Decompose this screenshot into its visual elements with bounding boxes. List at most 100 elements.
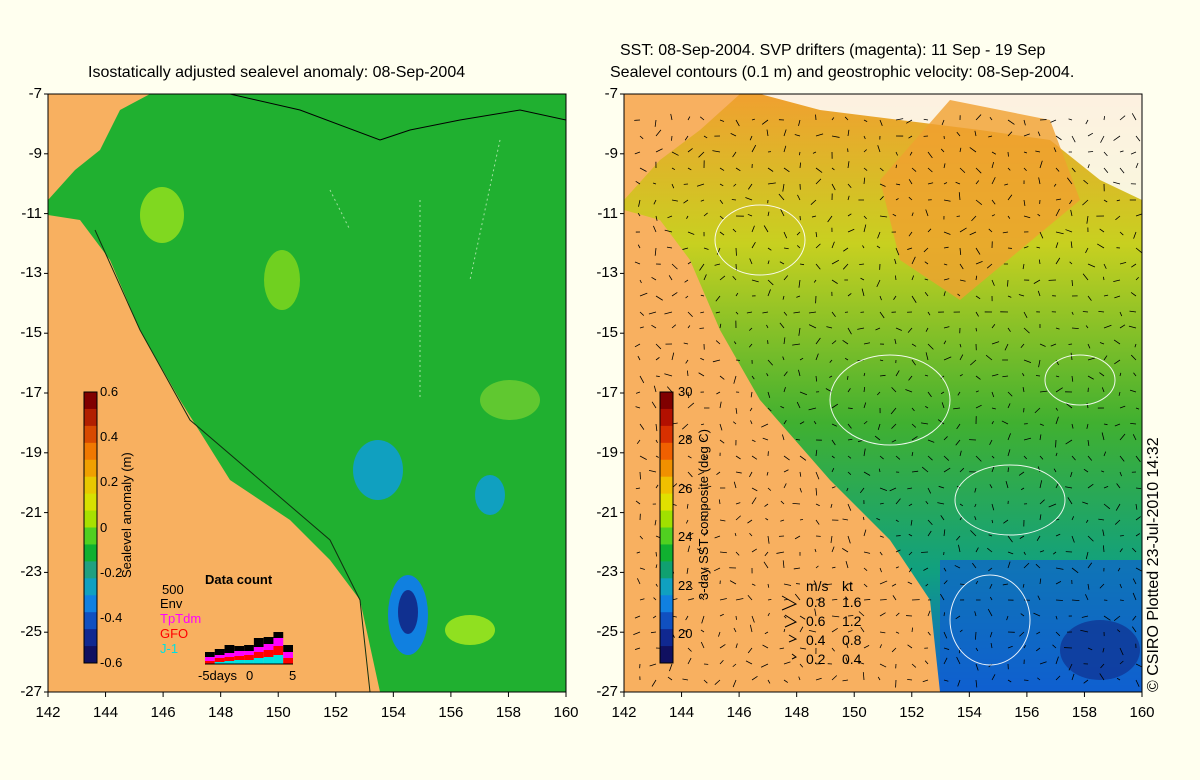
colorbar-swatch bbox=[84, 595, 97, 613]
y-tick-label: -27 bbox=[596, 683, 618, 700]
data-count-bar bbox=[224, 661, 235, 664]
y-tick-label: -27 bbox=[20, 683, 42, 700]
colorbar-swatch bbox=[660, 408, 673, 427]
y-tick-label: -11 bbox=[21, 204, 42, 222]
colorbar-swatch bbox=[84, 442, 97, 461]
y-tick-label: -19 bbox=[20, 443, 42, 461]
data-count-bar bbox=[273, 632, 284, 638]
data-count-xlabel-start: -5days bbox=[198, 668, 238, 683]
x-tick-label: 142 bbox=[611, 704, 637, 721]
colorbar-tick: 0.2 bbox=[100, 474, 119, 490]
y-tick-label: -15 bbox=[20, 324, 42, 342]
x-tick-label: 148 bbox=[208, 704, 234, 721]
x-tick-label: 152 bbox=[899, 704, 925, 721]
velocity-legend-kt-header: kt bbox=[842, 578, 853, 594]
velocity-legend-ms: 0.4 bbox=[806, 632, 826, 648]
velocity-legend-ms: 0.8 bbox=[806, 594, 826, 610]
data-count-source-env: Env bbox=[160, 596, 183, 611]
colorbar-swatch bbox=[84, 459, 97, 478]
sealevel-contours bbox=[714, 204, 1116, 666]
data-count-bar bbox=[263, 657, 274, 664]
y-tick-label: -7 bbox=[28, 85, 42, 102]
y-tick-label: -21 bbox=[596, 503, 618, 521]
data-count-bar bbox=[253, 647, 264, 652]
data-count-chart bbox=[205, 632, 293, 665]
data-count-xlabel-end: 5 bbox=[289, 668, 297, 683]
left-colorbar-label: Sealevel anomaly (m) bbox=[119, 452, 134, 578]
y-tick-label: -13 bbox=[596, 264, 618, 282]
colorbar-tick: -0.2 bbox=[100, 564, 123, 580]
data-count-bar bbox=[283, 645, 293, 652]
colorbar-swatch bbox=[660, 646, 673, 664]
coastline-north bbox=[229, 94, 566, 141]
data-count-scale: 500 bbox=[162, 582, 184, 597]
data-count-bar bbox=[244, 655, 254, 660]
data-count-source-j1: J-1 bbox=[160, 641, 179, 656]
colorbar-swatch bbox=[660, 459, 673, 478]
colorbar-swatch bbox=[84, 392, 97, 410]
x-tick-label: 152 bbox=[323, 704, 349, 721]
velocity-legend-kt: 0.8 bbox=[842, 632, 862, 648]
x-tick-label: 144 bbox=[669, 704, 695, 721]
colorbar-tick: 24 bbox=[678, 529, 693, 545]
data-count-bar bbox=[244, 660, 254, 664]
x-tick-label: 146 bbox=[726, 704, 752, 721]
data-count-bar bbox=[224, 653, 235, 657]
colorbar-swatch bbox=[84, 408, 97, 427]
colorbar-tick: 22 bbox=[678, 577, 693, 593]
data-count-bar bbox=[234, 651, 245, 656]
left-map-title: Isostatically adjusted sealevel anomaly:… bbox=[88, 64, 466, 81]
left-map[interactable] bbox=[48, 94, 566, 692]
velocity-legend-ms-header: m/s bbox=[806, 578, 829, 594]
y-tick-label: -19 bbox=[596, 443, 618, 461]
data-count-bar bbox=[224, 645, 235, 653]
x-tick-label: 150 bbox=[841, 704, 867, 721]
credit-text: © CSIRO Plotted 23-Jul-2010 14:32 bbox=[1145, 437, 1162, 692]
data-count-source-tptdm: TpTdm bbox=[160, 611, 202, 626]
data-count-bar bbox=[234, 656, 245, 660]
data-count-bar bbox=[244, 645, 254, 651]
colorbar-swatch bbox=[660, 544, 673, 562]
colorbar-swatch bbox=[660, 392, 673, 410]
colorbar-swatch bbox=[660, 442, 673, 461]
x-tick-label: 160 bbox=[553, 704, 579, 721]
colorbar-swatch bbox=[84, 629, 97, 647]
x-tick-label: 158 bbox=[1071, 704, 1097, 721]
data-count-bar bbox=[214, 655, 225, 658]
data-count-bar bbox=[205, 652, 215, 657]
colorbar-tick: -0.4 bbox=[100, 609, 123, 625]
y-tick-label: -9 bbox=[28, 144, 42, 162]
right-map-title-line1: SST: 08-Sep-2004. SVP drifters (magenta)… bbox=[620, 42, 1046, 59]
data-count-bar bbox=[234, 646, 245, 651]
x-tick-label: 144 bbox=[93, 704, 119, 721]
x-tick-label: 158 bbox=[495, 704, 521, 721]
anomaly-high bbox=[140, 187, 184, 243]
colorbar-tick: 30 bbox=[678, 384, 693, 399]
colorbar-swatch bbox=[84, 612, 97, 630]
colorbar-tick: 0.4 bbox=[100, 429, 119, 445]
y-tick-label: -9 bbox=[604, 144, 618, 162]
colorbar-swatch bbox=[84, 578, 97, 596]
colorbar-tick: 0.6 bbox=[100, 384, 119, 399]
velocity-legend-kt: 1.2 bbox=[842, 613, 862, 629]
colorbar-swatch bbox=[84, 527, 97, 545]
y-tick-label: -25 bbox=[596, 623, 618, 641]
velocity-legend-kt: 0.4 bbox=[842, 651, 862, 667]
data-count-bar bbox=[263, 644, 274, 650]
x-tick-label: 160 bbox=[1129, 704, 1155, 721]
colorbar-swatch bbox=[84, 510, 97, 528]
colorbar-swatch bbox=[84, 646, 97, 664]
data-count-title: Data count bbox=[205, 572, 273, 587]
colorbar-swatch bbox=[660, 612, 673, 630]
velocity-legend-ms: 0.2 bbox=[806, 651, 826, 667]
colorbar-swatch bbox=[84, 493, 97, 512]
y-tick-label: -23 bbox=[596, 563, 618, 581]
y-tick-label: -7 bbox=[604, 85, 618, 102]
colorbar-swatch bbox=[84, 425, 97, 444]
x-tick-label: 156 bbox=[1014, 704, 1040, 721]
x-tick-label: 154 bbox=[380, 704, 406, 721]
data-count-bar bbox=[205, 661, 215, 664]
data-count-bar bbox=[253, 652, 264, 658]
right-map[interactable] bbox=[624, 94, 1143, 692]
x-tick-label: 150 bbox=[265, 704, 291, 721]
